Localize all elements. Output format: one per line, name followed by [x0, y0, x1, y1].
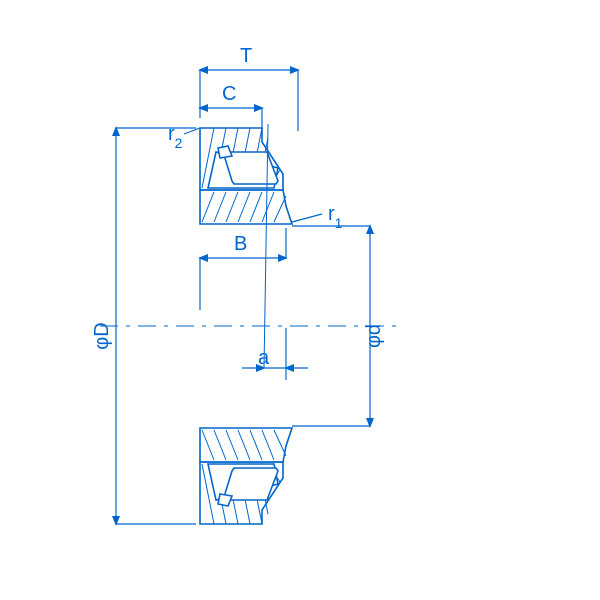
svg-text:φd: φd: [363, 324, 385, 348]
svg-text:T: T: [240, 45, 252, 67]
svg-text:C: C: [222, 83, 236, 105]
svg-text:a: a: [258, 347, 270, 369]
svg-text:r2: r2: [168, 123, 183, 151]
svg-text:r1: r1: [328, 203, 343, 231]
bearing-cross-section-diagram: TC Ba φD φd r1 r2: [0, 0, 600, 600]
svg-text:φD: φD: [91, 322, 113, 349]
svg-text:B: B: [234, 233, 247, 255]
